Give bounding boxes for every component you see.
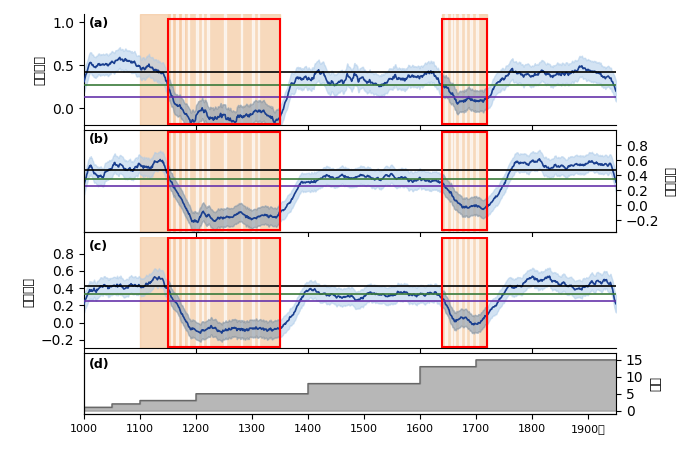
Bar [258,237,259,348]
Bar [188,14,189,126]
Bar [442,237,487,348]
Bar [182,14,183,126]
Text: (c): (c) [90,240,108,253]
Bar [442,131,487,230]
Bar [207,237,209,348]
Bar [168,238,280,347]
Bar [465,130,466,232]
Bar [171,14,172,126]
Bar [252,130,253,232]
Bar [182,130,183,232]
Bar [252,237,253,348]
Bar [168,14,280,126]
Bar [476,14,477,126]
Bar [168,19,280,124]
Bar [459,14,461,126]
Bar [470,237,472,348]
Bar [207,130,209,232]
Bar [171,237,172,348]
Bar [188,130,189,232]
Bar [442,14,487,126]
Bar [258,14,259,126]
Bar [442,238,487,347]
Bar [442,130,487,232]
Bar [445,130,447,232]
Bar [442,19,487,124]
Text: (b): (b) [90,133,110,146]
Bar [224,14,225,126]
Bar [454,237,455,348]
Bar [140,237,185,348]
Bar [171,130,172,232]
Bar [476,237,477,348]
Bar [241,14,242,126]
Bar [454,130,455,232]
Bar [451,14,452,126]
Bar [176,14,178,126]
Bar [224,130,225,232]
Bar [445,14,447,126]
Bar [207,14,209,126]
Y-axis label: 数量: 数量 [649,376,662,391]
Bar [188,237,189,348]
Bar [459,130,461,232]
Y-axis label: 相关系数: 相关系数 [665,166,678,196]
Bar [140,130,185,232]
Bar [252,14,253,126]
Bar [168,130,280,232]
Bar [470,130,472,232]
Bar [202,237,203,348]
Bar [241,130,242,232]
Text: (a): (a) [90,17,110,30]
Bar [454,14,455,126]
Bar [202,130,203,232]
Bar [196,14,197,126]
Bar [176,237,178,348]
Bar [451,130,452,232]
Bar [224,237,225,348]
Bar [168,237,280,348]
Y-axis label: 相关系数: 相关系数 [22,278,35,308]
Bar [459,237,461,348]
Bar [140,14,185,126]
Bar [470,14,472,126]
Bar [465,14,466,126]
Bar [202,14,203,126]
Bar [196,237,197,348]
Bar [196,130,197,232]
Bar [258,130,259,232]
Bar [476,130,477,232]
Bar [168,131,280,230]
Bar [465,237,466,348]
Bar [451,237,452,348]
Bar [176,130,178,232]
Text: (d): (d) [90,358,110,371]
Bar [241,237,242,348]
Bar [445,237,447,348]
Bar [182,237,183,348]
Y-axis label: 相关系数: 相关系数 [34,55,47,85]
